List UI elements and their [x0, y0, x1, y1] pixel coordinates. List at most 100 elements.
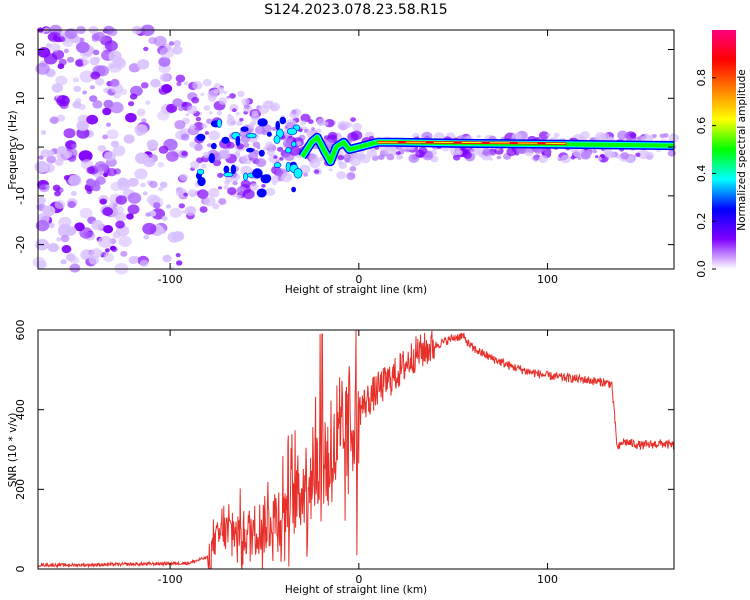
spectrogram-blob	[70, 191, 77, 196]
spectrogram-blob	[577, 156, 582, 160]
spectrogram-blob	[75, 98, 82, 103]
spectrogram-blob	[90, 71, 101, 80]
colorbar-label: Normalized spectral amplitude	[736, 69, 748, 230]
spectrogram-blob	[40, 130, 47, 135]
spectrogram-blob	[46, 150, 55, 157]
spectrogram-blob	[166, 103, 178, 113]
spectrogram-blob	[212, 159, 222, 167]
snr-frame	[37, 329, 675, 570]
spectrogram-blob	[54, 200, 66, 209]
spectrogram-blob	[123, 134, 135, 144]
spectrogram-blob	[418, 146, 428, 155]
spectrogram-blob	[75, 59, 84, 67]
spectrogram-blob	[240, 126, 249, 132]
y-tick-label: 0	[14, 566, 27, 573]
spectrogram-blob	[92, 100, 103, 109]
spectrogram-blob	[89, 85, 95, 90]
spectrogram-blob	[496, 155, 502, 160]
snr-x-label: Height of straight line (km)	[285, 584, 427, 596]
spectrogram-blob	[212, 203, 220, 210]
spectrogram-blob	[51, 83, 63, 93]
spectrogram-blob	[328, 168, 333, 172]
spectrogram-blob	[158, 186, 164, 192]
spectrogram-blob	[67, 200, 76, 209]
spectrogram-blob	[55, 75, 68, 86]
spectrogram-blob	[296, 141, 302, 146]
spectrogram-blob	[275, 120, 281, 131]
spectrogram-blob	[556, 156, 561, 160]
snr-panel: -100 0 100 0 200 400 600 Height of straight l…	[7, 320, 675, 596]
spectrogram-blob	[463, 151, 472, 159]
spectrogram-blob	[76, 127, 90, 139]
spectrogram-blob	[112, 145, 126, 157]
spectrogram-blob	[58, 36, 66, 43]
spectrogram-blob	[129, 93, 138, 100]
spectrogram-blob	[265, 187, 276, 196]
snr-series-line	[37, 329, 675, 570]
spectrogram-blob	[47, 32, 58, 41]
spectrogram-blob	[299, 164, 311, 174]
spectrogram-blob	[337, 120, 350, 131]
spectrogram-blob	[223, 185, 229, 190]
spectrogram-blob	[106, 129, 119, 140]
spectrogram-blob	[366, 149, 377, 158]
y-tick-label: 600	[14, 320, 27, 341]
colorbar-tick-label: 0.4	[695, 165, 708, 183]
spectrogram-blob	[162, 254, 172, 263]
spectrogram-blob	[352, 122, 362, 132]
spectrogram-blob	[103, 88, 108, 93]
colorbar-gradient	[712, 30, 736, 269]
spectrogram-blob	[97, 144, 107, 152]
spectrogram-blob	[637, 149, 650, 160]
spectrogram-blob	[166, 151, 179, 162]
spectrogram-blob	[192, 80, 203, 90]
spectrogram-blob	[252, 168, 263, 179]
spectrogram-blob	[580, 151, 591, 160]
spectrogram-blob	[232, 108, 237, 113]
spectrogram-blob	[300, 113, 311, 123]
spectrogram-x-ticks: -100 0 100	[158, 30, 558, 286]
spectrogram-blob	[88, 255, 100, 265]
spectrogram-blob	[384, 146, 396, 156]
spectrogram-blob	[285, 147, 292, 154]
spectrogram-blob	[127, 177, 139, 187]
spectrogram-blob	[229, 93, 236, 99]
spectrogram-blob	[201, 123, 208, 129]
spectrogram-blob	[103, 253, 114, 263]
spectrogram-blob	[243, 172, 249, 181]
spectrogram-blob	[538, 131, 550, 140]
spectrogram-blob	[191, 96, 200, 104]
spectrogram-blob	[159, 181, 168, 188]
spectrogram-blob	[221, 136, 230, 144]
spectrogram-blob	[82, 59, 89, 65]
spectrogram-blob	[261, 130, 268, 136]
spectrogram-blob	[318, 157, 325, 162]
spectrogram-blob	[78, 150, 93, 162]
spectrogram-blob	[203, 196, 216, 207]
spectrogram-blob	[169, 207, 182, 218]
spectrogram-blob	[66, 56, 75, 63]
spectrogram-blob	[544, 150, 550, 156]
spectrogram-blob	[358, 154, 363, 158]
spectrogram-blob	[39, 184, 50, 193]
spectrogram-x-label: Height of straight line (km)	[285, 284, 427, 296]
spectrogram-blob	[199, 206, 208, 213]
y-tick-label: 400	[14, 399, 27, 420]
spectrogram-blob	[142, 222, 157, 235]
spectrogram-blob	[127, 204, 140, 215]
spectrogram-blob	[311, 127, 316, 131]
spectrogram-blob	[63, 48, 69, 54]
spectrogram-blob	[226, 95, 230, 99]
spectrogram-blob	[481, 150, 488, 156]
spectrogram-blob	[135, 152, 149, 164]
spectrogram-blob	[181, 209, 187, 214]
spectrogram-blob	[265, 101, 269, 105]
spectrogram-y-label: Frequency (Hz)	[7, 110, 19, 189]
spectrogram-blob	[253, 149, 260, 155]
spectrogram-blob	[37, 47, 51, 58]
spectrogram-blob	[56, 237, 62, 242]
spectrogram-blob	[316, 118, 326, 126]
spectrogram-blob	[63, 128, 76, 139]
spectrogram-blob	[175, 253, 181, 258]
spectrogram-blob	[617, 130, 629, 140]
